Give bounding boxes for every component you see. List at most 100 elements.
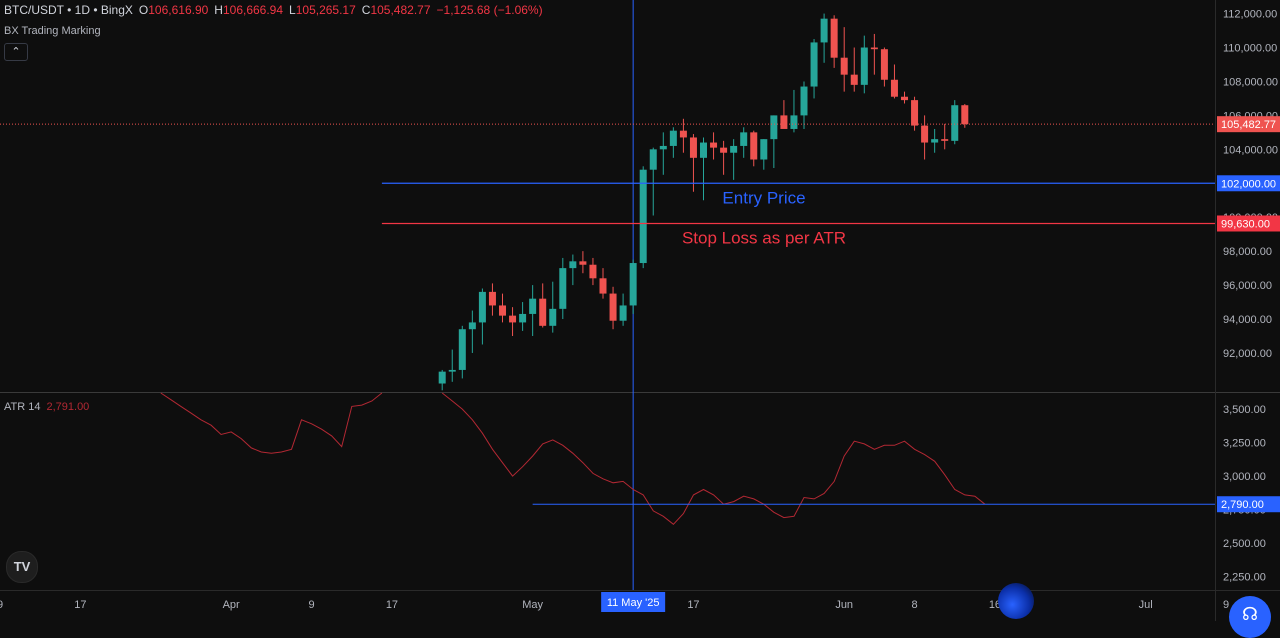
candle-up bbox=[529, 298, 537, 314]
open-value: 106,616.90 bbox=[148, 3, 209, 17]
chart-background bbox=[0, 0, 1280, 621]
price-tick-label: 98,000.00 bbox=[1223, 246, 1272, 258]
candle-up bbox=[770, 115, 778, 140]
time-tick-label: 17 bbox=[687, 599, 699, 611]
candle-up bbox=[740, 132, 748, 146]
candle-up bbox=[458, 329, 466, 370]
level-label-bg bbox=[1217, 175, 1280, 192]
candle-down bbox=[720, 147, 728, 153]
candle-down bbox=[499, 305, 506, 316]
candle-down bbox=[539, 298, 547, 326]
symbol-header: BTC/USDT • 1D • BingX O106,616.90 H106,6… bbox=[4, 3, 543, 17]
gridlines bbox=[0, 0, 1280, 621]
tradingview-logo-icon[interactable]: TV bbox=[6, 551, 38, 583]
candle-up bbox=[730, 145, 738, 153]
candle-down bbox=[961, 105, 969, 125]
candle-down bbox=[509, 315, 517, 323]
price-tick-label: 92,000.00 bbox=[1223, 348, 1272, 360]
indicator-name[interactable]: BX Trading Marking bbox=[4, 25, 101, 37]
price-tick-label: 96,000.00 bbox=[1223, 280, 1272, 292]
ai-assistant-icon[interactable] bbox=[998, 583, 1034, 619]
time-tick-label: 17 bbox=[386, 599, 398, 611]
candle-up bbox=[438, 371, 446, 384]
candle-up bbox=[669, 130, 677, 146]
close-value: 105,482.77 bbox=[370, 3, 431, 17]
candle-down bbox=[780, 115, 788, 129]
high-label: H bbox=[214, 3, 223, 17]
candle-up bbox=[760, 139, 768, 160]
candle-down bbox=[488, 291, 496, 306]
atr-tick-label: 2,500.00 bbox=[1223, 538, 1266, 550]
candle-up bbox=[659, 145, 667, 150]
atr-value: 2,791.00 bbox=[46, 401, 90, 413]
atr-level-label: 2,790.00 bbox=[1221, 499, 1264, 511]
symbol-label[interactable]: BTC/USDT • 1D • BingX bbox=[4, 3, 133, 17]
candle-up bbox=[790, 115, 798, 129]
candle-down bbox=[750, 132, 758, 160]
candle-down bbox=[689, 137, 697, 158]
atr-tick-label: 2,250.00 bbox=[1223, 572, 1266, 584]
candle-down bbox=[710, 142, 718, 148]
stop-loss-text: Stop Loss as per ATR bbox=[682, 228, 846, 247]
level-label-bg bbox=[1217, 215, 1280, 232]
candle-down bbox=[579, 261, 587, 265]
candle-down bbox=[599, 278, 607, 294]
last-price-bg bbox=[1217, 116, 1280, 133]
headset-icon[interactable]: ☊ bbox=[1229, 596, 1271, 638]
candle-up bbox=[800, 86, 808, 116]
change-value: −1,125.68 (−1.06%) bbox=[436, 3, 543, 17]
candle-down bbox=[870, 47, 878, 50]
candle-down bbox=[890, 79, 898, 97]
candle-up bbox=[519, 313, 527, 323]
candle-down bbox=[850, 74, 858, 85]
low-label: L bbox=[289, 3, 296, 17]
candle-up bbox=[700, 142, 707, 158]
chevron-up-icon[interactable]: ⌃ bbox=[4, 43, 28, 61]
candle-up bbox=[478, 291, 486, 323]
price-tick-label: 110,000.00 bbox=[1223, 43, 1277, 55]
atr-tick-label: 3,250.00 bbox=[1223, 438, 1266, 450]
candle-up bbox=[619, 305, 627, 321]
atr-tick-label: 3,500.00 bbox=[1223, 404, 1266, 416]
candle-up bbox=[951, 105, 959, 141]
candle-up bbox=[649, 149, 657, 170]
atr-tick-label: 3,000.00 bbox=[1223, 471, 1266, 483]
price-tick-label: 94,000.00 bbox=[1223, 314, 1272, 326]
candle-down bbox=[880, 49, 888, 80]
close-label: C bbox=[361, 3, 371, 17]
candle-down bbox=[911, 100, 919, 126]
entry-price-label: 102,000.00 bbox=[1221, 178, 1276, 190]
candle-down bbox=[941, 139, 949, 141]
candle-down bbox=[921, 125, 929, 143]
time-tick-label: May bbox=[522, 599, 543, 611]
time-tick-label: Jul bbox=[1139, 599, 1153, 611]
price-tick-label: 108,000.00 bbox=[1223, 76, 1278, 88]
candles bbox=[438, 13, 969, 391]
entry-price-text: Entry Price bbox=[722, 188, 805, 207]
price-tick-label: 104,000.00 bbox=[1223, 144, 1278, 156]
price-chart[interactable]: Entry Price Stop Loss as per ATR 92,000.0… bbox=[0, 0, 1280, 621]
candle-up bbox=[468, 322, 476, 330]
atr-series-line bbox=[160, 392, 383, 454]
high-value: 106,666.94 bbox=[222, 3, 284, 17]
candle-up bbox=[448, 369, 456, 372]
candle-up bbox=[810, 42, 818, 87]
crosshair-date-bg bbox=[601, 592, 666, 612]
candle-up bbox=[569, 261, 577, 269]
time-tick-label: 8 bbox=[911, 599, 917, 611]
price-level-lines: Entry Price Stop Loss as per ATR bbox=[0, 123, 1215, 247]
atr-legend[interactable]: ATR 14 2,791.00 bbox=[4, 401, 89, 413]
candle-down bbox=[609, 293, 617, 321]
crosshair-date-label: 11 May '25 bbox=[607, 597, 660, 609]
candle-up bbox=[629, 263, 637, 306]
atr-name: ATR 14 bbox=[4, 401, 41, 413]
candle-down bbox=[830, 18, 838, 58]
time-tick-label: Apr bbox=[223, 599, 240, 611]
candle-up bbox=[559, 268, 567, 309]
price-tick-label: 112,000.00 bbox=[1223, 9, 1277, 21]
atr-pane bbox=[160, 392, 1215, 525]
candle-down bbox=[901, 96, 908, 101]
candle-up bbox=[860, 47, 868, 85]
time-tick-label: 9 bbox=[308, 599, 314, 611]
candle-up bbox=[639, 169, 647, 264]
